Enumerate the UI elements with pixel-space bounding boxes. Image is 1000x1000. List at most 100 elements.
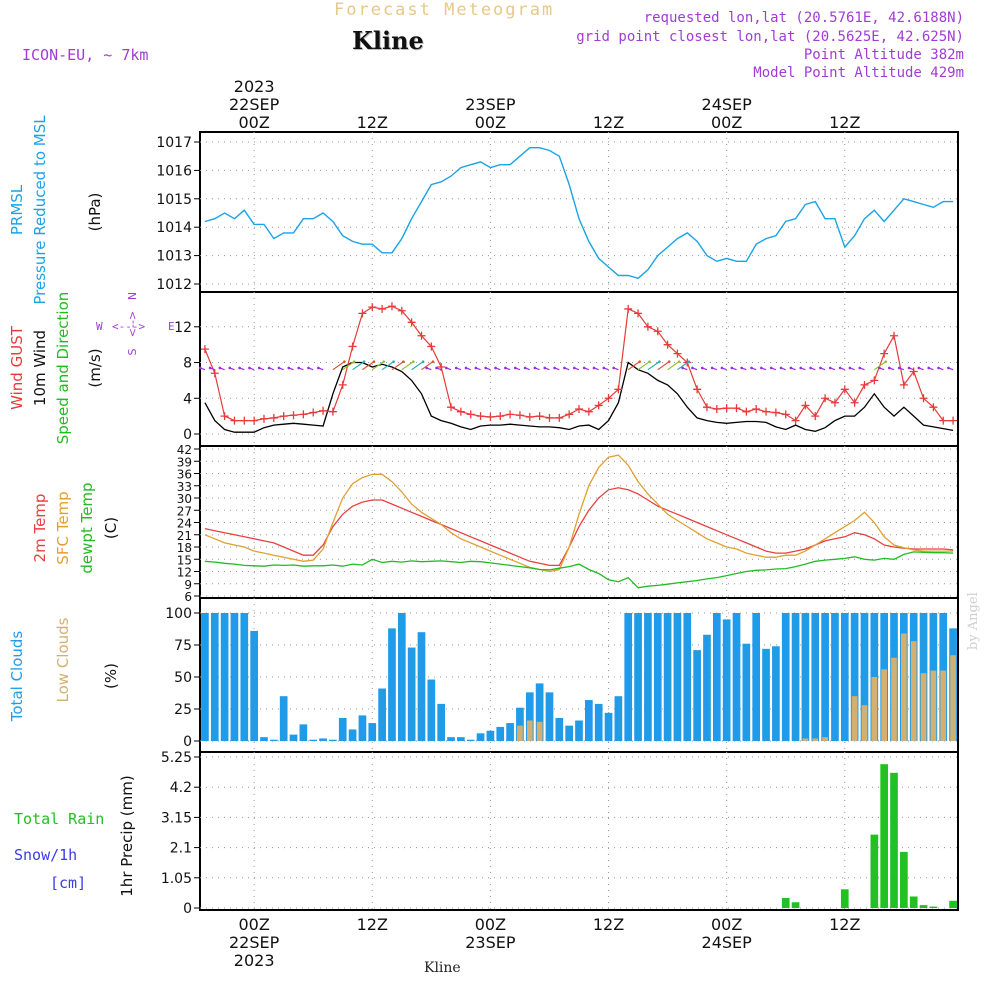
bar-low-cloud xyxy=(881,669,888,741)
station-name: Kline xyxy=(424,960,461,976)
compass-sn-arrow: <--> xyxy=(126,311,139,337)
bar-total-cloud xyxy=(634,613,642,741)
series-line-pressure xyxy=(204,146,954,280)
gust-point xyxy=(496,412,505,421)
gust-point xyxy=(397,306,406,315)
bar-rain xyxy=(929,906,938,908)
bar-total-cloud xyxy=(575,720,583,741)
bar-total-cloud xyxy=(831,613,839,741)
bar-total-cloud xyxy=(742,643,751,741)
wind-arrow-head xyxy=(691,366,694,370)
compass-n: N xyxy=(126,292,139,300)
wind-direction-arrow xyxy=(342,361,355,371)
gust-point xyxy=(506,410,515,419)
panel-label-total-clouds: Total Clouds xyxy=(8,631,26,723)
panel-label-temp2m: 2m Temp xyxy=(31,494,49,563)
bar-rain xyxy=(781,897,790,908)
y-tick-label-temperature: 33 xyxy=(177,480,192,494)
panel-label-prmsl: PRMSL xyxy=(8,184,26,235)
gust-point xyxy=(565,410,574,419)
wind-arrow-head xyxy=(769,366,773,370)
bar-total-cloud xyxy=(466,739,475,741)
gust-point xyxy=(535,412,544,421)
top-axis-hour: 00Z xyxy=(711,113,742,132)
wind-arrow-head xyxy=(848,366,852,370)
chart-title: Kline xyxy=(352,26,424,55)
wind-arrow-head xyxy=(602,366,606,370)
wind-direction-arrow xyxy=(362,361,375,371)
compass-we-arrow: <---> xyxy=(112,320,145,333)
bar-total-cloud xyxy=(516,707,524,741)
bar-total-cloud xyxy=(260,737,268,741)
gust-point xyxy=(240,416,249,425)
bar-low-cloud xyxy=(871,677,878,741)
series-line-wind10m xyxy=(204,361,954,433)
bar-total-cloud xyxy=(752,613,761,741)
bar-low-cloud xyxy=(901,633,907,741)
wind-arrow-head xyxy=(553,366,556,370)
gust-point xyxy=(555,413,564,422)
gust-point xyxy=(447,403,456,412)
bar-total-cloud xyxy=(210,613,219,741)
y-tick-label-temperature: 21 xyxy=(177,529,192,543)
bar-total-cloud xyxy=(506,723,514,741)
bar-total-cloud xyxy=(585,700,593,741)
gust-point xyxy=(830,398,839,407)
wind-arrow-head xyxy=(582,366,586,370)
bar-total-cloud xyxy=(447,737,455,741)
bar-total-cloud xyxy=(781,613,790,741)
gust-point xyxy=(722,404,731,413)
gust-point xyxy=(712,404,721,413)
y-tick-label-wind: 4 xyxy=(183,391,192,407)
wind-direction-arrow xyxy=(637,361,650,371)
bar-total-cloud xyxy=(388,628,396,741)
gust-point xyxy=(378,304,387,313)
wind-arrow-head xyxy=(937,366,940,370)
wind-arrow-head xyxy=(248,366,251,370)
top-axis-date: 23SEP xyxy=(465,95,516,114)
wind-arrow-head xyxy=(362,360,366,363)
bar-total-cloud xyxy=(762,648,770,741)
gust-point xyxy=(525,413,534,422)
gust-point xyxy=(289,411,298,420)
wind-direction-arrow xyxy=(401,361,414,371)
wind-arrow-head xyxy=(277,366,281,370)
bar-total-cloud xyxy=(437,703,446,741)
y-tick-label-pressure: 1013 xyxy=(156,249,192,265)
top-axis-hour: 12Z xyxy=(357,113,388,132)
wind-arrow-head xyxy=(563,366,566,370)
bar-total-cloud xyxy=(486,730,495,741)
gust-point xyxy=(781,410,790,419)
bar-total-cloud xyxy=(240,613,249,741)
gust-point xyxy=(693,385,702,394)
wind-arrow-head xyxy=(411,360,415,363)
bar-rain xyxy=(880,764,889,908)
wind-arrow-head xyxy=(464,366,468,370)
gust-point xyxy=(299,410,308,419)
panel-frame-precip xyxy=(199,751,959,911)
wind-arrow-head xyxy=(710,366,714,370)
y-tick-label-temperature: 12 xyxy=(177,566,192,580)
wind-arrow-head xyxy=(573,366,576,370)
gust-point xyxy=(456,407,465,416)
y-tick-label-precip: 2.1 xyxy=(170,841,192,857)
series-line-temp2m xyxy=(204,487,954,567)
wind-arrow-head xyxy=(760,366,763,370)
series-line-gust xyxy=(204,305,954,422)
bottom-axis-hour: 00Z xyxy=(711,915,742,934)
bottom-axis-hour: 00Z xyxy=(238,915,269,934)
wind-arrow-head xyxy=(927,366,930,370)
credit-watermark: by Angel xyxy=(966,592,981,650)
gust-point xyxy=(899,380,908,389)
y-tick-label-temperature: 15 xyxy=(177,553,192,567)
bar-total-cloud xyxy=(378,688,386,741)
wind-arrow-head xyxy=(513,366,517,370)
wind-arrow-head xyxy=(523,366,527,370)
panel-label-snow-unit: [cm] xyxy=(50,874,86,892)
wind-arrow-head xyxy=(888,366,891,370)
y-tick-label-clouds: 50 xyxy=(174,670,192,686)
gust-point xyxy=(949,416,958,425)
panel-label-gust: Wind GUST xyxy=(8,325,26,410)
wind-direction-arrow xyxy=(381,361,394,371)
wind-arrow-head xyxy=(828,366,832,370)
